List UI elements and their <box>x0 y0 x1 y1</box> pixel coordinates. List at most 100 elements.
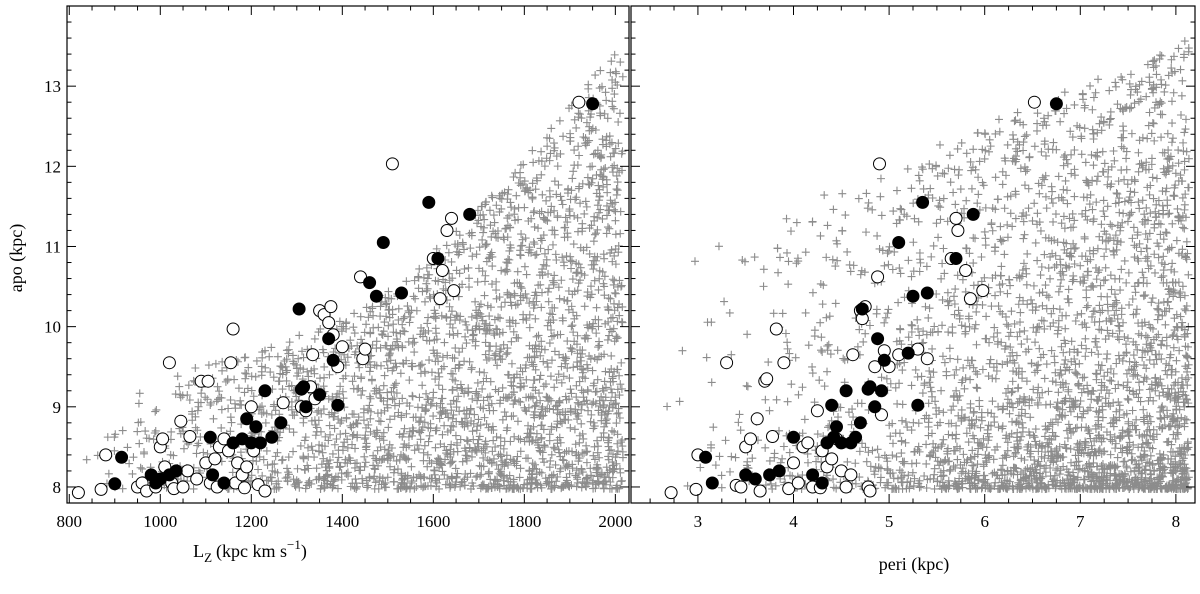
background-star-mark <box>615 391 624 400</box>
background-star-mark <box>522 294 531 303</box>
background-star-mark <box>1020 181 1029 190</box>
background-star-mark <box>1181 115 1190 124</box>
background-star-mark <box>446 481 455 490</box>
background-star-mark <box>591 71 600 80</box>
background-star-mark <box>482 420 491 429</box>
background-star-mark <box>532 250 541 259</box>
background-star-mark <box>982 312 991 321</box>
filled-circle-point <box>376 236 390 249</box>
background-star-mark <box>467 365 476 374</box>
background-star-mark <box>537 170 546 179</box>
background-star-mark <box>267 410 276 419</box>
background-star-mark <box>725 308 734 317</box>
background-star-mark <box>1111 82 1120 91</box>
background-star-mark <box>1164 154 1173 163</box>
background-star-mark <box>1051 251 1060 260</box>
background-star-mark <box>582 458 591 467</box>
background-star-mark <box>449 410 458 419</box>
background-star-mark <box>613 430 622 439</box>
background-star-mark <box>981 203 990 212</box>
background-star-mark <box>574 142 583 151</box>
background-star-mark <box>1117 310 1126 319</box>
x-tick-label: 1600 <box>416 512 450 531</box>
background-star-mark <box>1150 136 1159 145</box>
background-star-mark <box>604 305 613 314</box>
background-star-mark <box>582 448 591 457</box>
background-star-mark <box>348 431 357 440</box>
background-star-mark <box>608 313 617 322</box>
background-star-mark <box>605 224 614 233</box>
background-star-mark <box>394 316 403 325</box>
background-star-mark <box>128 469 137 478</box>
background-star-mark <box>549 139 558 148</box>
background-star-mark <box>595 274 604 283</box>
background-star-mark <box>1083 215 1092 224</box>
background-star-mark <box>924 431 933 440</box>
background-star-mark <box>1122 278 1131 287</box>
background-star-mark <box>997 262 1006 271</box>
background-star-mark <box>561 213 570 222</box>
background-star-mark <box>580 302 589 311</box>
background-star-mark <box>567 257 576 266</box>
background-star-mark <box>600 377 609 386</box>
background-star-mark <box>1140 210 1149 219</box>
background-star-mark <box>868 205 877 214</box>
background-star-mark <box>405 318 414 327</box>
background-star-mark <box>261 363 270 372</box>
background-star-mark <box>1070 146 1079 154</box>
background-star-mark <box>1129 351 1138 360</box>
background-star-mark <box>567 322 576 331</box>
background-star-mark <box>1095 317 1104 326</box>
background-star-mark <box>589 237 598 246</box>
background-star-mark <box>663 402 672 411</box>
background-star-mark <box>538 288 547 297</box>
background-star-mark <box>950 165 959 174</box>
open-circle-point <box>240 460 254 474</box>
background-star-mark <box>1106 114 1115 123</box>
background-star-mark <box>1035 344 1044 353</box>
background-star-mark <box>384 321 393 330</box>
background-star-mark <box>490 351 499 360</box>
background-star-mark <box>1157 133 1166 142</box>
background-star-mark <box>599 165 608 174</box>
background-star-mark <box>104 469 113 478</box>
filled-circle-point <box>422 195 436 209</box>
background-star-mark <box>329 412 338 421</box>
background-star-mark <box>1002 453 1011 462</box>
background-star-mark <box>877 211 886 220</box>
background-star-mark <box>1120 197 1129 206</box>
background-star-mark <box>1132 305 1141 314</box>
background-star-mark <box>356 312 365 321</box>
background-star-mark <box>1166 447 1175 456</box>
background-star-mark <box>983 408 992 417</box>
background-star-mark <box>603 188 612 197</box>
background-star-mark <box>528 193 537 202</box>
background-star-mark <box>1142 340 1151 349</box>
background-star-mark <box>769 309 778 318</box>
background-star-mark <box>207 398 216 407</box>
background-star-mark <box>366 427 375 436</box>
background-star-mark <box>343 435 352 444</box>
background-star-mark <box>1077 413 1086 422</box>
background-star-mark <box>1049 217 1058 226</box>
background-star-mark <box>191 363 200 372</box>
background-star-mark <box>204 361 213 370</box>
background-star-mark <box>201 393 210 402</box>
background-star-mark <box>118 426 127 435</box>
background-star-mark <box>583 173 592 182</box>
background-star-mark <box>554 370 563 379</box>
background-star-mark <box>326 430 335 439</box>
background-star-mark <box>194 439 203 448</box>
background-star-mark <box>843 457 852 466</box>
background-star-mark <box>343 468 352 477</box>
background-star-mark <box>717 483 726 492</box>
background-star-mark <box>1064 295 1073 304</box>
background-star-mark <box>1070 100 1079 109</box>
background-star-mark <box>287 381 296 390</box>
background-star-mark <box>949 292 958 301</box>
background-star-mark <box>532 480 541 489</box>
background-star-mark <box>969 281 978 290</box>
background-star-mark <box>510 289 519 298</box>
background-star-mark <box>816 318 825 327</box>
background-star-mark <box>424 313 433 322</box>
